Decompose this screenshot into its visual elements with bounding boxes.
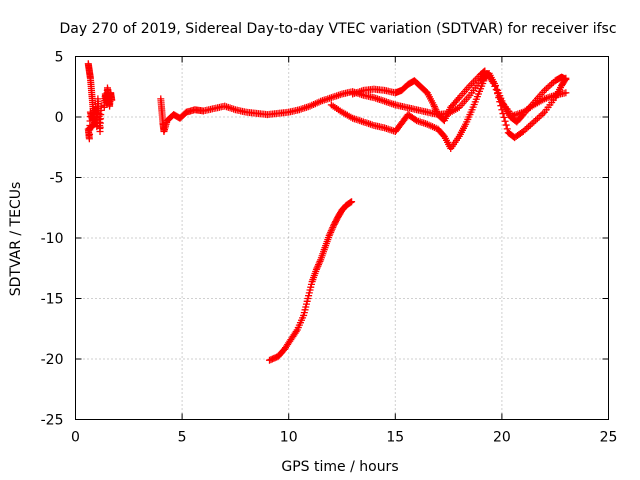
data-point [327, 227, 335, 235]
data-point [562, 89, 570, 97]
data-point [537, 111, 545, 119]
x-tick-label: 15 [386, 430, 404, 446]
y-tick-label: 0 [55, 110, 64, 126]
x-tick-label: 5 [178, 430, 187, 446]
data-point [430, 103, 438, 111]
data-point [530, 118, 538, 126]
x-tick-label: 0 [71, 430, 80, 446]
data-point [97, 102, 105, 110]
data-point [523, 124, 531, 132]
x-tick-label: 25 [600, 430, 618, 446]
data-point [329, 224, 337, 232]
data-point [314, 262, 322, 270]
data-point [525, 123, 533, 131]
data-series [84, 60, 570, 364]
data-point [492, 82, 500, 90]
data-point [315, 259, 323, 267]
y-tick-label: -25 [41, 413, 64, 429]
y-tick-label: -5 [50, 171, 64, 187]
series-main-band [157, 69, 570, 136]
data-point [533, 115, 541, 123]
data-point [433, 107, 441, 115]
data-point [503, 125, 511, 133]
data-point [430, 101, 438, 109]
data-point [315, 261, 323, 269]
data-point [411, 116, 419, 124]
x-tick-labels: 0 5 10 15 20 25 [71, 430, 617, 446]
y-tick-label: -15 [41, 292, 64, 308]
series-early-spike [84, 60, 105, 143]
data-point [327, 228, 335, 236]
data-point [325, 232, 333, 240]
data-point [292, 328, 300, 336]
x-tick-label: 20 [493, 430, 511, 446]
data-point [501, 117, 509, 125]
data-point [316, 257, 324, 265]
data-point [528, 119, 536, 127]
data-point [546, 82, 554, 90]
y-tick-label: 5 [55, 50, 64, 66]
data-point [454, 95, 462, 103]
data-point [526, 121, 534, 129]
data-point [562, 75, 570, 83]
series-upper-branch [349, 67, 489, 125]
y-tick-label: -20 [41, 352, 64, 368]
axis-ticks [75, 56, 609, 420]
data-point [500, 113, 508, 121]
data-point [108, 96, 116, 104]
data-point [348, 198, 356, 206]
chart-title: Day 270 of 2019, Sidereal Day-to-day VTE… [59, 21, 616, 37]
data-point [328, 225, 336, 233]
data-point [432, 106, 440, 114]
x-tick-label: 10 [280, 430, 298, 446]
data-point [544, 83, 552, 91]
x-axis-label: GPS time / hours [281, 459, 398, 475]
data-point [431, 104, 439, 112]
data-point [312, 265, 320, 273]
data-point [502, 121, 510, 129]
data-point [481, 67, 489, 75]
y-axis-label: SDTVAR / TECUs [8, 182, 24, 297]
data-point [548, 80, 556, 88]
data-point [542, 85, 550, 93]
data-point [313, 264, 321, 272]
y-tick-label: -10 [41, 231, 64, 247]
series-early-cluster-2 [100, 84, 116, 111]
series-descending-arc [266, 198, 356, 364]
data-point [326, 230, 334, 238]
data-point [535, 113, 543, 121]
series-late-extra [494, 73, 570, 126]
y-tick-labels: 5 0 -5 -10 -15 -20 -25 [41, 50, 64, 429]
data-point [532, 116, 540, 124]
data-point [539, 110, 547, 118]
series-lower-branch [327, 69, 570, 152]
